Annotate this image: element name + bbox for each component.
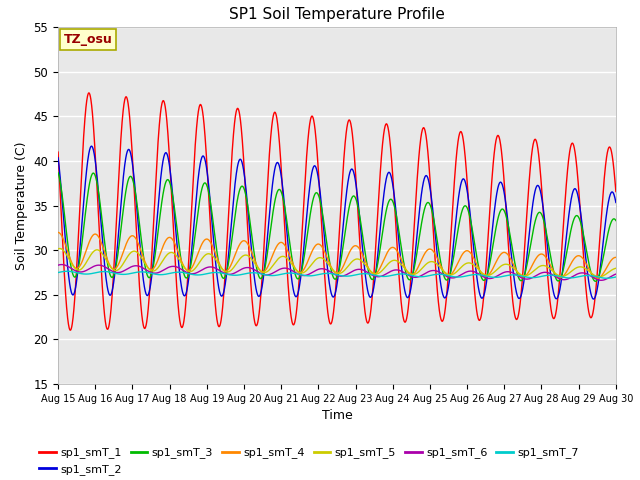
sp1_smT_7 — [63, 268, 71, 274]
sp1_smT_4 — [365, 266, 373, 272]
sp1_smT_7 — [563, 275, 571, 281]
Y-axis label: Soil Temperature (C): Soil Temperature (C) — [15, 142, 28, 270]
sp1_smT_5 — [54, 246, 62, 252]
sp1_smT_4 — [499, 250, 507, 255]
sp1_smT_5 — [499, 262, 507, 268]
sp1_smT_2 — [579, 223, 586, 229]
sp1_smT_1 — [579, 241, 586, 247]
sp1_smT_7 — [603, 276, 611, 281]
sp1_smT_6 — [58, 262, 65, 267]
sp1_smT_3 — [365, 271, 373, 276]
sp1_smT_4 — [578, 255, 586, 261]
sp1_smT_2 — [88, 144, 95, 149]
sp1_smT_5 — [210, 254, 218, 260]
Line: sp1_smT_3: sp1_smT_3 — [58, 173, 616, 281]
sp1_smT_1 — [211, 287, 218, 293]
sp1_smT_7 — [612, 274, 620, 280]
sp1_smT_6 — [365, 271, 373, 276]
sp1_smT_2 — [365, 293, 373, 299]
sp1_smT_3 — [54, 170, 62, 176]
sp1_smT_1 — [354, 202, 362, 207]
Line: sp1_smT_1: sp1_smT_1 — [58, 93, 616, 330]
sp1_smT_1 — [67, 327, 74, 333]
sp1_smT_1 — [500, 170, 508, 176]
Title: SP1 Soil Temperature Profile: SP1 Soil Temperature Profile — [229, 7, 445, 22]
sp1_smT_2 — [210, 240, 218, 246]
sp1_smT_7 — [210, 270, 218, 276]
sp1_smT_6 — [612, 271, 620, 277]
sp1_smT_7 — [54, 270, 62, 276]
sp1_smT_4 — [353, 243, 361, 249]
X-axis label: Time: Time — [321, 409, 353, 422]
sp1_smT_6 — [210, 264, 218, 270]
sp1_smT_3 — [578, 225, 586, 231]
sp1_smT_5 — [612, 265, 620, 271]
sp1_smT_7 — [579, 273, 586, 279]
sp1_smT_5 — [563, 272, 571, 277]
sp1_smT_2 — [499, 185, 507, 191]
sp1_smT_3 — [591, 278, 599, 284]
sp1_smT_5 — [353, 256, 361, 262]
sp1_smT_1 — [612, 189, 620, 194]
Line: sp1_smT_6: sp1_smT_6 — [58, 264, 616, 280]
sp1_smT_7 — [365, 271, 373, 277]
sp1_smT_3 — [563, 251, 570, 256]
sp1_smT_2 — [563, 230, 571, 236]
sp1_smT_6 — [499, 270, 507, 276]
sp1_smT_6 — [353, 266, 361, 272]
sp1_smT_4 — [54, 229, 62, 235]
sp1_smT_2 — [590, 296, 598, 302]
sp1_smT_5 — [579, 264, 586, 270]
sp1_smT_7 — [353, 272, 361, 277]
sp1_smT_5 — [365, 267, 373, 273]
sp1_smT_1 — [85, 90, 93, 96]
sp1_smT_4 — [612, 254, 620, 260]
sp1_smT_6 — [54, 262, 62, 268]
sp1_smT_7 — [499, 274, 507, 279]
sp1_smT_2 — [353, 192, 361, 197]
sp1_smT_1 — [366, 315, 374, 321]
sp1_smT_4 — [210, 246, 218, 252]
sp1_smT_5 — [56, 246, 64, 252]
sp1_smT_1 — [563, 173, 571, 179]
sp1_smT_6 — [597, 277, 605, 283]
Line: sp1_smT_4: sp1_smT_4 — [58, 232, 616, 278]
sp1_smT_6 — [579, 270, 586, 276]
Text: TZ_osu: TZ_osu — [63, 33, 113, 46]
Line: sp1_smT_7: sp1_smT_7 — [58, 271, 616, 278]
sp1_smT_1 — [54, 149, 62, 155]
sp1_smT_4 — [563, 269, 570, 275]
Legend: sp1_smT_1, sp1_smT_2, sp1_smT_3, sp1_smT_4, sp1_smT_5, sp1_smT_6, sp1_smT_7: sp1_smT_1, sp1_smT_2, sp1_smT_3, sp1_smT… — [35, 443, 584, 480]
sp1_smT_3 — [353, 200, 361, 205]
sp1_smT_4 — [593, 276, 601, 281]
sp1_smT_3 — [612, 217, 620, 223]
sp1_smT_2 — [54, 155, 62, 161]
sp1_smT_3 — [210, 223, 218, 228]
sp1_smT_6 — [563, 276, 571, 282]
Line: sp1_smT_2: sp1_smT_2 — [58, 146, 616, 299]
sp1_smT_2 — [612, 200, 620, 205]
Line: sp1_smT_5: sp1_smT_5 — [58, 249, 616, 277]
sp1_smT_3 — [499, 206, 507, 212]
sp1_smT_5 — [595, 274, 603, 280]
